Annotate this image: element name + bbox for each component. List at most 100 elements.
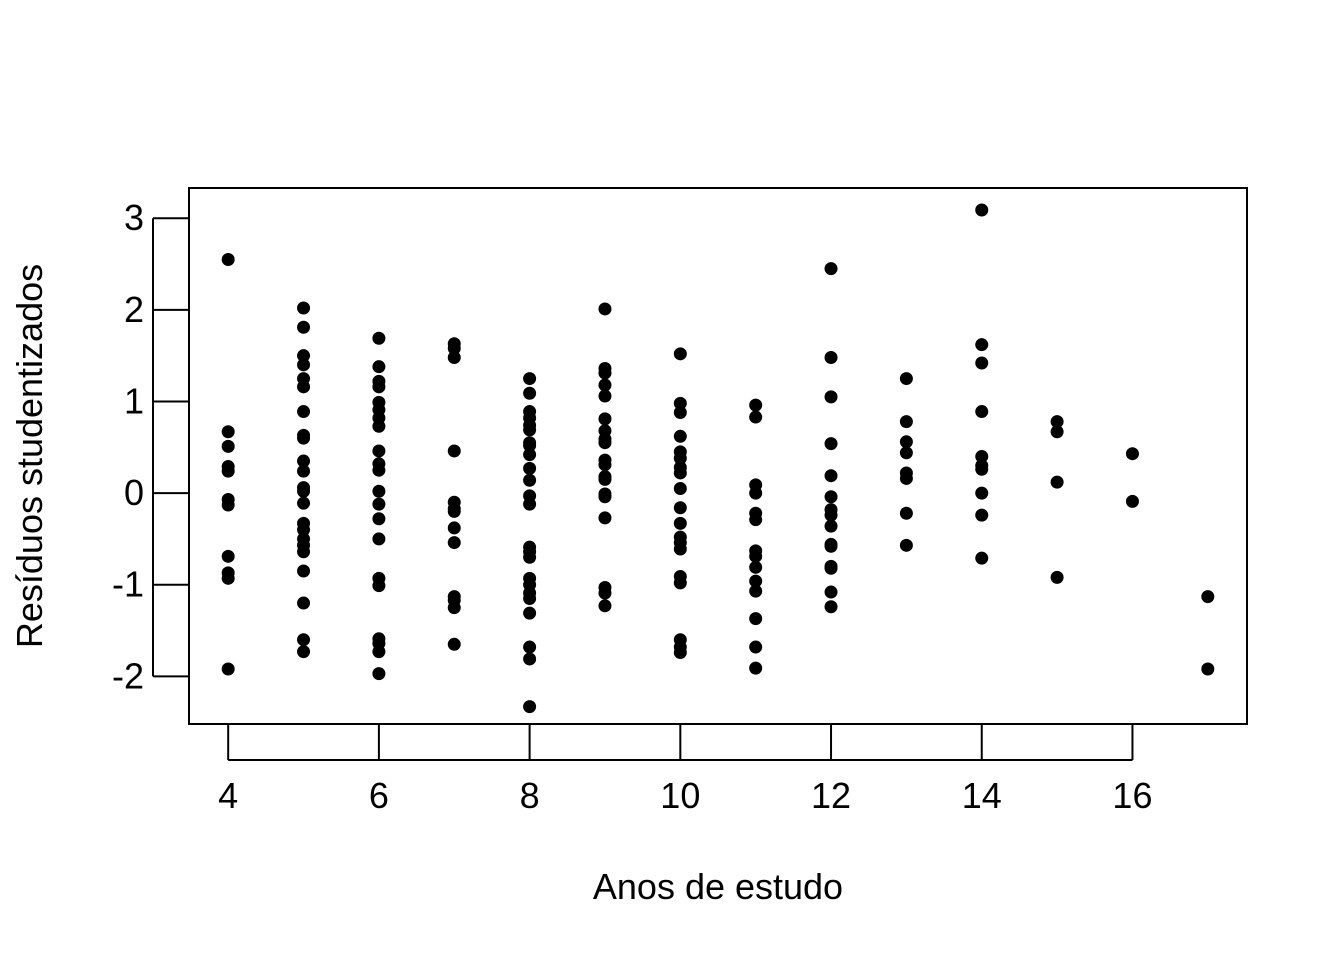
data-point <box>523 438 537 452</box>
data-point <box>372 419 386 433</box>
data-point <box>598 458 612 472</box>
data-point <box>447 521 461 535</box>
data-point <box>824 561 838 575</box>
data-point <box>297 484 311 498</box>
data-point <box>598 490 612 504</box>
data-point <box>523 423 537 437</box>
data-point <box>297 596 311 610</box>
data-point <box>297 545 311 559</box>
data-point <box>749 612 763 626</box>
data-point <box>749 410 763 424</box>
data-point <box>673 516 687 530</box>
data-point <box>749 560 763 574</box>
x-axis-title: Anos de estudo <box>593 866 843 907</box>
data-points <box>221 203 1215 714</box>
data-point <box>372 331 386 345</box>
data-point <box>824 262 838 276</box>
data-point <box>372 667 386 681</box>
data-point <box>673 501 687 515</box>
data-point <box>598 586 612 600</box>
data-point <box>221 571 235 585</box>
data-point <box>523 448 537 462</box>
x-tick-label: 4 <box>218 775 238 816</box>
data-point <box>899 372 913 386</box>
data-point <box>673 429 687 443</box>
data-point <box>523 591 537 605</box>
data-point <box>297 564 311 578</box>
data-point <box>824 600 838 614</box>
data-point <box>372 497 386 511</box>
data-point <box>598 511 612 525</box>
data-point <box>447 444 461 458</box>
data-point <box>221 662 235 676</box>
data-point <box>673 405 687 419</box>
data-point <box>899 538 913 552</box>
data-point <box>598 472 612 486</box>
y-axis-title: Resíduos studentizados <box>9 264 50 648</box>
data-point <box>523 386 537 400</box>
x-tick-label: 6 <box>369 775 389 816</box>
data-point <box>221 464 235 478</box>
data-point <box>372 380 386 394</box>
data-point <box>749 398 763 412</box>
data-point <box>824 585 838 599</box>
data-point <box>372 484 386 498</box>
data-point <box>673 466 687 480</box>
data-point <box>824 508 838 522</box>
data-point <box>523 372 537 386</box>
y-axis: -2 -1 0 1 2 3 <box>112 197 189 696</box>
data-point <box>673 451 687 465</box>
y-tick-label: -1 <box>112 564 144 605</box>
data-point <box>297 645 311 659</box>
data-point <box>598 599 612 613</box>
data-point <box>297 320 311 334</box>
data-point <box>673 347 687 361</box>
data-point <box>221 425 235 439</box>
data-point <box>824 390 838 404</box>
data-point <box>523 461 537 475</box>
data-point <box>824 437 838 451</box>
data-point <box>824 539 838 553</box>
data-point <box>297 301 311 315</box>
data-point <box>673 542 687 556</box>
data-point <box>673 482 687 496</box>
data-point <box>297 523 311 537</box>
data-point <box>1050 570 1064 584</box>
y-tick-label: 2 <box>124 289 144 330</box>
data-point <box>1125 447 1139 461</box>
data-point <box>975 356 989 370</box>
data-point <box>598 366 612 380</box>
x-tick-label: 16 <box>1112 775 1152 816</box>
x-tick-label: 12 <box>811 775 851 816</box>
x-tick-label: 10 <box>660 775 700 816</box>
data-point <box>1050 415 1064 429</box>
data-point <box>598 378 612 392</box>
y-tick-label: 3 <box>124 197 144 238</box>
data-point <box>598 436 612 450</box>
data-point <box>975 508 989 522</box>
y-tick-label: -2 <box>112 655 144 696</box>
data-point <box>749 574 763 588</box>
data-point <box>523 652 537 666</box>
data-point <box>372 463 386 477</box>
data-point <box>523 497 537 511</box>
data-point <box>297 405 311 419</box>
data-point <box>899 446 913 460</box>
data-point <box>221 252 235 266</box>
data-point <box>749 584 763 598</box>
data-point <box>447 536 461 550</box>
plot-frame <box>188 187 1248 725</box>
data-point <box>372 532 386 546</box>
data-point <box>975 405 989 419</box>
data-point <box>598 389 612 403</box>
data-point <box>1201 662 1215 676</box>
x-axis: 4 6 8 10 12 14 16 <box>218 724 1152 816</box>
data-point <box>221 549 235 563</box>
data-point <box>372 579 386 593</box>
data-point <box>749 486 763 500</box>
data-point <box>1125 494 1139 508</box>
data-point <box>673 576 687 590</box>
data-point <box>899 471 913 485</box>
